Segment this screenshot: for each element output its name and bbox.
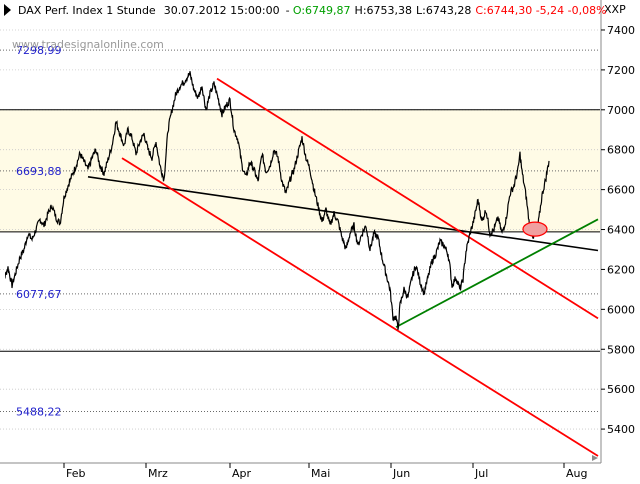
fib-labels: 7298,99 6693,88 6077,67 5488,22 <box>16 44 62 418</box>
grid-lines <box>0 29 600 430</box>
y-tick-label: 7200 <box>607 64 635 77</box>
open-value: O:6749,87 <box>293 4 351 17</box>
fib-label-5488: 5488,22 <box>16 405 62 418</box>
watermark: www.tradesignalonline.com <box>12 38 164 51</box>
x-axis-ticks: Feb Mrz Apr Mai Jun Jul Aug <box>63 463 587 480</box>
x-tick-label-aug: Aug <box>566 467 587 480</box>
symbol-label: XXP <box>604 3 626 16</box>
y-tick-label: 6600 <box>607 184 635 197</box>
header-bar: DAX Perf. Index 1 Stunde 30.07.2012 15:00… <box>4 4 607 17</box>
y-tick-label: 6000 <box>607 303 635 316</box>
scroll-right-icon[interactable] <box>592 455 598 461</box>
highlight-marker <box>522 221 548 237</box>
x-tick-label-jun: Jun <box>392 467 410 480</box>
x-tick-label-apr: Apr <box>232 467 252 480</box>
collapse-triangle-icon[interactable] <box>4 4 11 16</box>
y-tick-label: 6200 <box>607 263 635 276</box>
y-tick-label: 5400 <box>607 423 635 436</box>
fib-label-7298: 7298,99 <box>16 44 62 57</box>
y-tick-label: 5600 <box>607 383 635 396</box>
price-series-line <box>5 71 550 330</box>
y-axis-ticks: 5400 5600 5800 6000 6200 6400 6600 6800 7000 7200… <box>601 24 635 436</box>
drawn-trendlines[interactable] <box>87 77 599 457</box>
x-tick-label-feb: Feb <box>66 467 85 480</box>
x-tick-label-mai: Mai <box>311 467 330 480</box>
fib-levels <box>0 49 600 412</box>
instrument-name: DAX Perf. Index 1 Stunde <box>18 4 156 17</box>
y-tick-label: 7000 <box>607 104 635 117</box>
close-change-value: C:6744,30 -5,24 -0,08% <box>475 4 606 17</box>
high-value: H:6753,38 <box>355 4 412 17</box>
datetime: 30.07.2012 15:00:00 <box>164 4 280 17</box>
y-tick-label: 5800 <box>607 343 635 356</box>
fib-label-6077: 6077,67 <box>16 288 62 301</box>
x-tick-label-mrz: Mrz <box>148 467 168 480</box>
low-value: L:6743,28 <box>416 4 471 17</box>
x-tick-label-jul: Jul <box>474 467 488 480</box>
y-tick-label: 6400 <box>607 224 635 237</box>
channel-lower-line[interactable] <box>121 157 599 457</box>
fib-label-6693: 6693,88 <box>16 165 62 178</box>
channel-upper-line[interactable] <box>216 77 599 320</box>
y-tick-label: 7400 <box>607 24 635 37</box>
support-line[interactable] <box>395 218 599 328</box>
y-tick-label: 6800 <box>607 144 635 157</box>
